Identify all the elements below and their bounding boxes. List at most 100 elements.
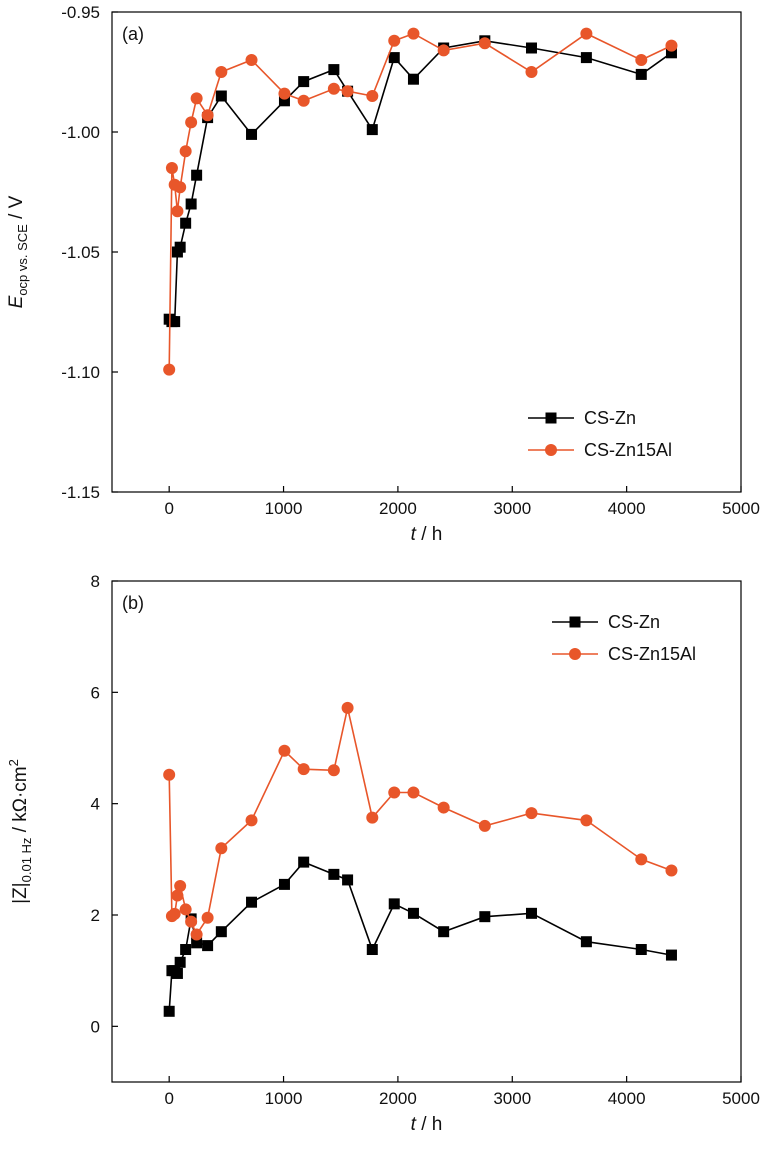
data-point (185, 116, 198, 129)
data-point (245, 54, 258, 66)
data-point (163, 1005, 175, 1017)
data-point (163, 363, 176, 376)
data-point (298, 76, 310, 88)
data-point (278, 95, 290, 107)
data-point (185, 915, 198, 928)
data-point (635, 944, 647, 956)
data-point (580, 52, 592, 64)
data-point (635, 68, 647, 80)
data-point (180, 944, 192, 956)
data-point (191, 169, 203, 181)
data-point (327, 82, 340, 95)
data-point (388, 34, 401, 47)
series-line (168, 861, 672, 1012)
panel-label: (b) (122, 593, 144, 613)
data-point (580, 814, 593, 827)
data-point (328, 868, 340, 880)
y-tick-label: -1.05 (61, 243, 100, 262)
data-point (407, 786, 420, 799)
data-point (278, 878, 290, 890)
data-point (171, 889, 184, 902)
legend-label: CS-Zn15Al (584, 440, 672, 460)
x-tick-label: 5000 (722, 499, 760, 518)
data-point (478, 819, 491, 832)
legend-marker (545, 444, 557, 456)
x-tick-label: 2000 (379, 1089, 417, 1108)
data-point (278, 87, 291, 100)
data-point (478, 37, 491, 50)
data-point (407, 73, 419, 85)
y-tick-label: 8 (91, 572, 100, 591)
series-line (168, 39, 672, 323)
data-point (366, 811, 379, 824)
x-tick-label: 3000 (493, 499, 531, 518)
data-point (190, 928, 203, 941)
series-line (168, 707, 672, 937)
legend: CS-Zn CS-Zn15Al (528, 408, 672, 460)
data-point (191, 937, 203, 949)
data-point (179, 903, 192, 916)
data-point (407, 907, 419, 919)
data-point (635, 54, 648, 66)
y-tick-label: 6 (91, 683, 100, 702)
legend-label: CS-Zn (584, 408, 636, 428)
series-cs-zn15al (163, 27, 678, 376)
data-point (215, 842, 228, 855)
data-point (215, 926, 227, 938)
x-tick-label: 4000 (608, 499, 646, 518)
data-point (665, 39, 678, 52)
data-point (297, 94, 310, 107)
legend-marker (569, 648, 581, 660)
chart-panel-a: 0 1000 2000 3000 4000 5000 -1.15 -1.10 -1.05 -1.0… (6, 3, 760, 545)
data-point (246, 896, 258, 908)
y-tick-label: 2 (91, 906, 100, 925)
series-cs-zn15al (163, 701, 678, 941)
data-point (327, 764, 340, 777)
x-tick-label: 3000 (493, 1089, 531, 1108)
data-point (635, 853, 648, 866)
data-point (341, 85, 354, 98)
data-point (665, 949, 677, 961)
data-point (342, 874, 354, 886)
data-point (190, 92, 203, 105)
data-point (388, 52, 400, 64)
y-axis-title: Eocp vs. SCE / V (6, 195, 30, 308)
legend-marker (545, 412, 557, 424)
data-point (388, 898, 400, 910)
data-point (525, 42, 537, 54)
data-point (407, 27, 420, 40)
legend-label: CS-Zn (608, 612, 660, 632)
x-tick-label: 0 (164, 1089, 173, 1108)
data-point (201, 911, 214, 924)
legend-marker (569, 616, 581, 628)
chart-panel-b: 0 1000 2000 3000 4000 5000 0 2 4 6 8 (b) t / h |Z|0.0… (6, 572, 760, 1135)
legend-label: CS-Zn15Al (608, 644, 696, 664)
y-tick-label: -1.10 (61, 363, 100, 382)
x-tick-label: 4000 (608, 1089, 646, 1108)
data-point (201, 109, 214, 122)
panel-label: (a) (122, 24, 144, 44)
data-point (174, 956, 186, 968)
data-point (298, 856, 310, 868)
x-tick-label: 2000 (379, 499, 417, 518)
data-point (202, 940, 214, 952)
data-point (297, 763, 310, 776)
plot-frame (111, 11, 742, 493)
data-point (580, 27, 593, 40)
data-point (437, 44, 450, 57)
y-tick-label: -1.15 (61, 483, 100, 502)
data-point (525, 907, 537, 919)
data-point (169, 316, 181, 328)
data-point (341, 701, 354, 714)
data-point (163, 768, 176, 781)
data-point (245, 814, 258, 827)
data-point (525, 66, 538, 78)
data-point (278, 744, 291, 757)
series-cs-zn (163, 35, 677, 328)
series-line (168, 32, 672, 370)
data-point (437, 801, 450, 814)
data-point (171, 967, 183, 979)
data-point (525, 807, 538, 820)
y-tick-label: -1.00 (61, 123, 100, 142)
data-point (438, 926, 450, 938)
